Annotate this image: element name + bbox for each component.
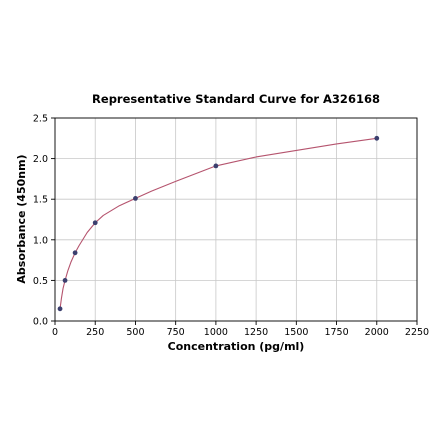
grid-lines	[54, 117, 418, 322]
y-tick-label: 2.0	[33, 154, 48, 165]
data-point	[213, 163, 219, 169]
x-tick-label: 1250	[244, 327, 268, 338]
x-tick-label: 1750	[324, 327, 348, 338]
x-axis-label: Concentration (pg/ml)	[168, 340, 305, 353]
data-point	[374, 135, 380, 141]
data-point	[62, 278, 68, 283]
x-tick-label: 250	[86, 327, 104, 338]
fit-curve-layer	[59, 137, 377, 309]
chart-title: Representative Standard Curve for A32616…	[92, 92, 380, 106]
data-point	[72, 250, 78, 256]
x-tick-label: 1500	[284, 327, 308, 338]
x-tick-label: 1000	[204, 327, 228, 338]
fit-curve-line	[59, 137, 377, 309]
data-point	[57, 306, 63, 312]
x-tick-label: 2000	[365, 327, 389, 338]
y-tick-label: 1.5	[33, 195, 48, 206]
data-point	[133, 195, 138, 201]
axes	[51, 117, 418, 325]
y-tick-label: 1.0	[33, 235, 48, 246]
y-tick-label: 0.5	[33, 276, 48, 287]
data-point	[92, 220, 98, 226]
x-tick-label: 500	[126, 327, 144, 338]
x-tick-label: 0	[52, 327, 58, 338]
y-tick-label: 2.5	[33, 114, 48, 125]
y-axis-label: Absorbance (450nm)	[15, 154, 28, 283]
y-tick-label: 0.0	[33, 317, 48, 328]
x-tick-label: 750	[167, 327, 185, 338]
x-tick-label: 2250	[405, 327, 429, 338]
tick-labels: 0 250 500 750 1000 1250 1500 1750 2000 2250 0.0 0.5…	[33, 114, 429, 339]
data-points-layer	[57, 135, 380, 312]
plot-frame	[54, 117, 418, 322]
